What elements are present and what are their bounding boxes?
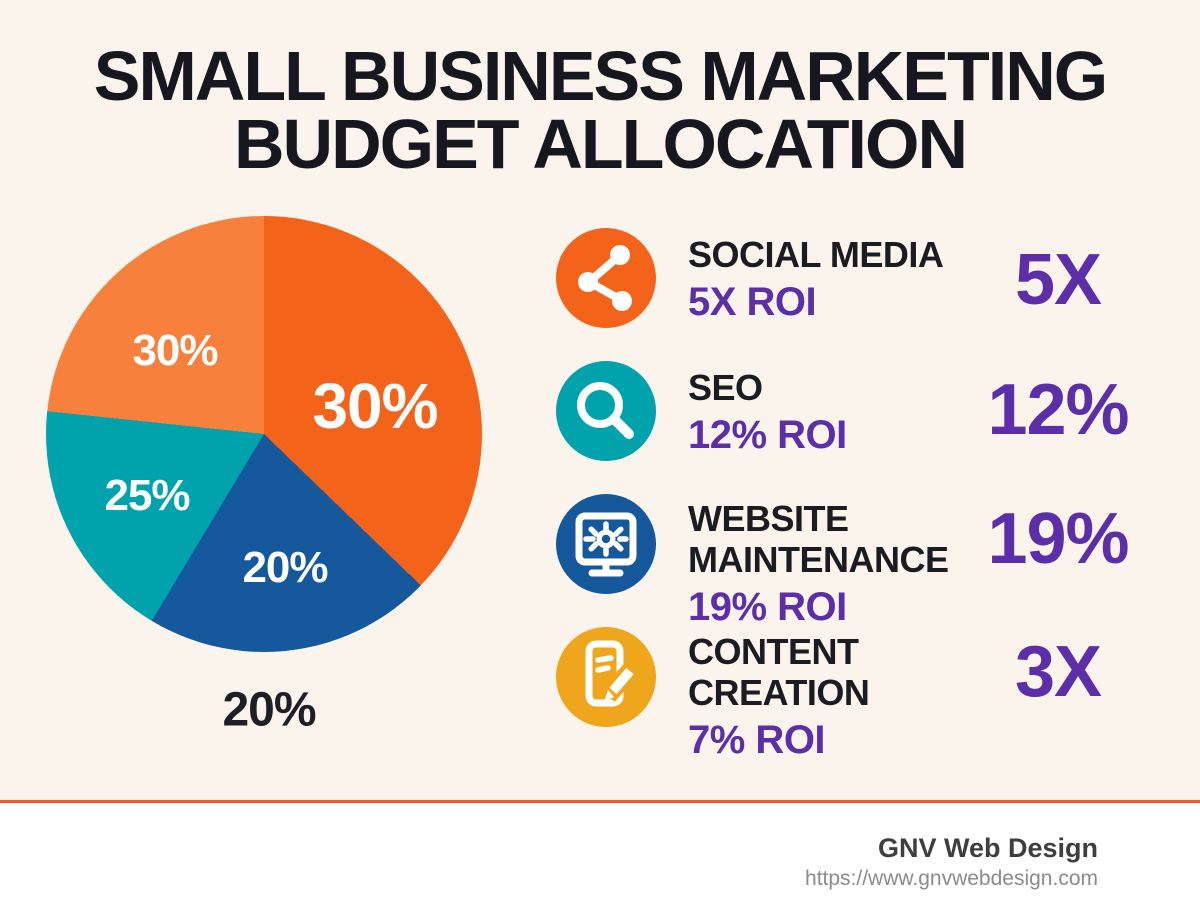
page-title: SMALL BUSINESS MARKETING BUDGET ALLOCATI… xyxy=(0,37,1200,183)
title-line-2: BUDGET ALLOCATION xyxy=(233,105,968,183)
legend-item-social-media: SOCIAL MEDIA 5X ROI xyxy=(556,228,976,328)
legend-roi: 7% ROI xyxy=(688,718,826,762)
legend-text-social-media: SOCIAL MEDIA 5X ROI xyxy=(688,228,944,328)
content-creation-icon xyxy=(585,640,640,707)
pie-label-website-maintenance: 20% xyxy=(242,543,328,592)
stat-social-media: 5X xyxy=(1014,240,1102,320)
footer-url: https://www.gnvwebdesign.com xyxy=(805,867,1098,890)
website-maintenance-icon xyxy=(575,512,637,577)
legend-roi: 5X ROI xyxy=(688,280,817,324)
seo-badge xyxy=(556,361,656,461)
pie-outside-label: 20% xyxy=(222,683,316,737)
legend-label: SEO xyxy=(688,367,763,408)
stat-content-creation: 3X xyxy=(1014,632,1102,712)
legend-roi: 12% ROI xyxy=(688,413,847,457)
legend-text-seo: SEO 12% ROI xyxy=(688,361,847,461)
legend-label: SOCIAL MEDIA xyxy=(688,234,944,275)
pie-label-content-creation: 30% xyxy=(132,326,218,375)
footer-brand: GNV Web Design xyxy=(877,833,1098,863)
pie-label-seo: 25% xyxy=(104,471,190,520)
pie-label-social-media: 30% xyxy=(312,370,438,442)
legend-label: CONTENT CREATION xyxy=(688,631,870,713)
share-icon xyxy=(578,245,632,311)
legend-roi: 19% ROI xyxy=(688,585,847,629)
content-creation-badge xyxy=(556,627,656,727)
stat-website-maintenance: 19% xyxy=(987,499,1129,579)
stat-seo: 12% xyxy=(987,370,1129,450)
social-media-badge xyxy=(556,228,656,328)
footer-text: GNV Web Design https://www.gnvwebdesign.… xyxy=(805,833,1098,892)
legend-item-website-maintenance: WEBSITE MAINTENANCE 19% ROI xyxy=(556,494,976,627)
legend-item-content-creation: CONTENT CREATION 7% ROI xyxy=(556,627,976,760)
legend-label: WEBSITE MAINTENANCE xyxy=(688,498,949,580)
website-maintenance-badge xyxy=(556,494,656,594)
pie-chart: 30% 30% 25% 20% xyxy=(46,216,482,652)
title-line-1: SMALL BUSINESS MARKETING xyxy=(93,37,1108,115)
search-icon xyxy=(577,382,634,439)
legend-item-seo: SEO 12% ROI xyxy=(556,361,976,461)
legend-text-content-creation: CONTENT CREATION 7% ROI xyxy=(688,631,976,760)
legend-text-website-maintenance: WEBSITE MAINTENANCE 19% ROI xyxy=(688,498,976,627)
footer: GNV Web Design https://www.gnvwebdesign.… xyxy=(0,800,1200,902)
